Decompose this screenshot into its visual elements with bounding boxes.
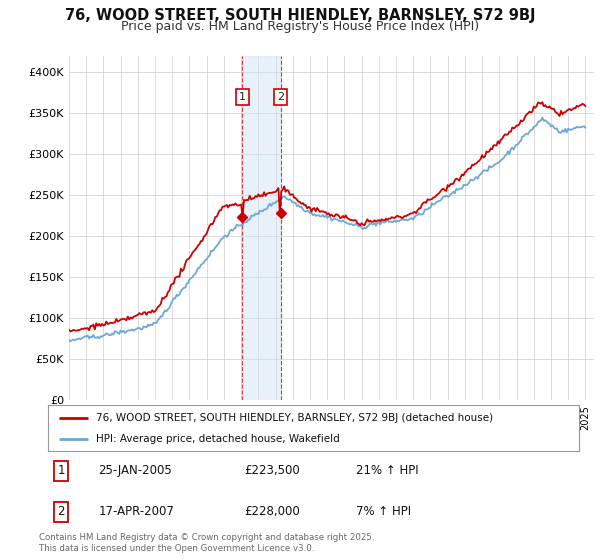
Text: 1: 1 (239, 92, 246, 102)
Text: HPI: Average price, detached house, Wakefield: HPI: Average price, detached house, Wake… (96, 435, 340, 444)
Text: 1: 1 (58, 464, 65, 478)
Text: 21% ↑ HPI: 21% ↑ HPI (356, 464, 419, 478)
Text: Contains HM Land Registry data © Crown copyright and database right 2025.
This d: Contains HM Land Registry data © Crown c… (39, 533, 374, 553)
Text: 2: 2 (58, 505, 65, 519)
Text: 76, WOOD STREET, SOUTH HIENDLEY, BARNSLEY, S72 9BJ (detached house): 76, WOOD STREET, SOUTH HIENDLEY, BARNSLE… (96, 413, 493, 423)
Text: 76, WOOD STREET, SOUTH HIENDLEY, BARNSLEY, S72 9BJ: 76, WOOD STREET, SOUTH HIENDLEY, BARNSLE… (65, 8, 535, 24)
Text: £228,000: £228,000 (244, 505, 300, 519)
Text: 2: 2 (277, 92, 284, 102)
Text: 25-JAN-2005: 25-JAN-2005 (98, 464, 172, 478)
Text: 17-APR-2007: 17-APR-2007 (98, 505, 175, 519)
Text: Price paid vs. HM Land Registry's House Price Index (HPI): Price paid vs. HM Land Registry's House … (121, 20, 479, 32)
Bar (242, 56, 281, 400)
Text: 7% ↑ HPI: 7% ↑ HPI (356, 505, 411, 519)
Text: £223,500: £223,500 (244, 464, 300, 478)
